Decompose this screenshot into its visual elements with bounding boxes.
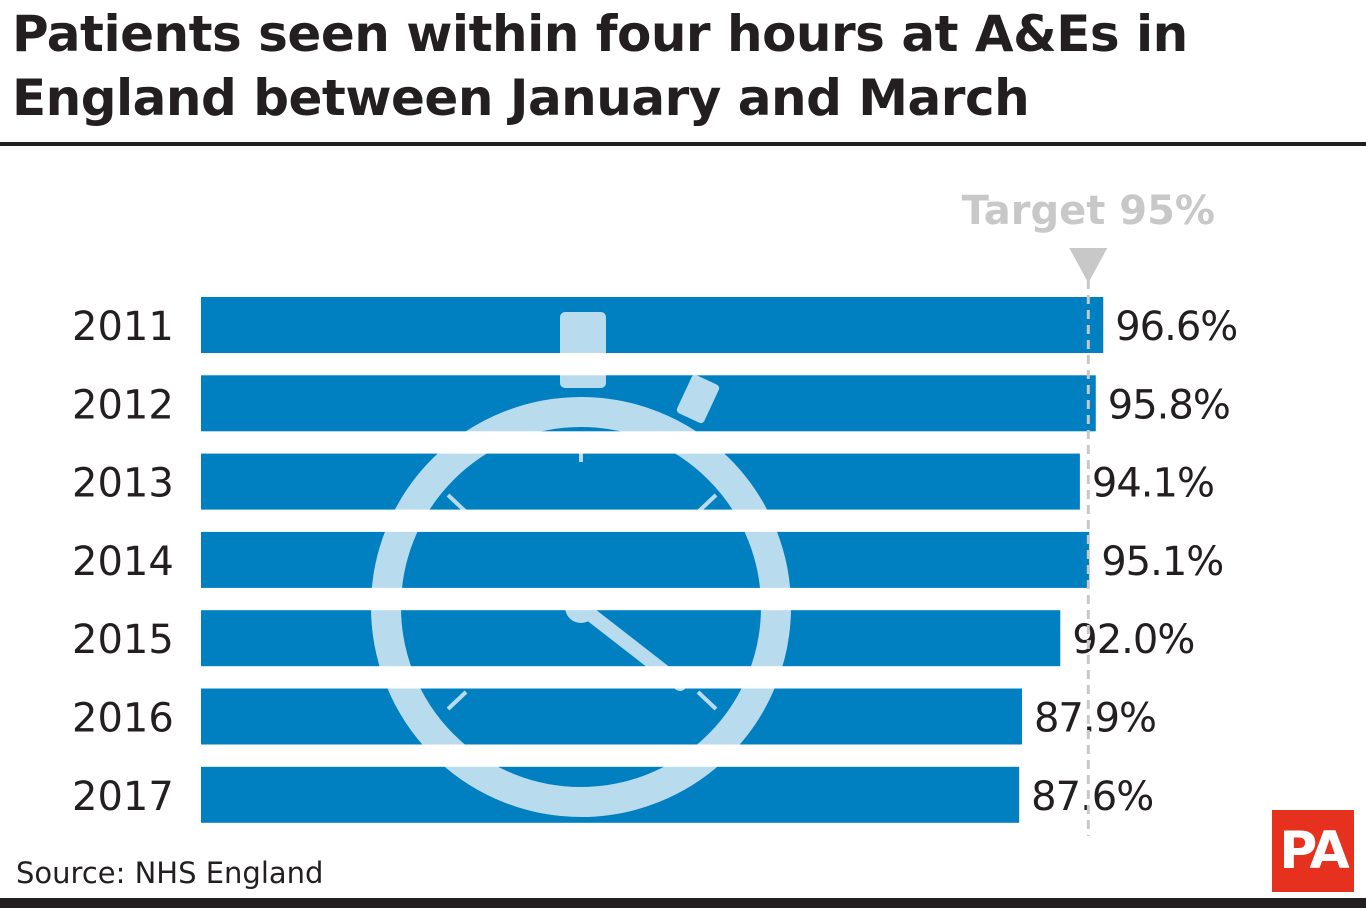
bar-2016 xyxy=(201,688,1022,745)
category-label-2014: 2014 xyxy=(72,539,174,585)
value-label-2012: 95.8% xyxy=(1108,382,1230,428)
target-marker-icon xyxy=(1069,248,1108,283)
bars-layer xyxy=(201,297,1104,823)
value-label-2016: 87.9% xyxy=(1034,696,1156,742)
value-label-2013: 94.1% xyxy=(1092,461,1214,507)
category-label-2015: 2015 xyxy=(72,617,174,663)
target-layer: Target 95% xyxy=(962,188,1215,836)
target-label: Target 95% xyxy=(962,188,1215,234)
bar-2013 xyxy=(201,453,1080,510)
labels-layer: 2011 96.6% 2012 95.8% 2013 94.1% 2014 95.1% 2015… xyxy=(72,304,1238,820)
bar-2011 xyxy=(201,297,1104,353)
pa-logo: PA xyxy=(1272,810,1354,892)
stopwatch-icon xyxy=(371,312,791,817)
category-label-2012: 2012 xyxy=(72,382,174,428)
category-label-2013: 2013 xyxy=(72,461,174,507)
value-label-2015: 92.0% xyxy=(1072,617,1194,663)
source-note: Source: NHS England xyxy=(16,856,324,890)
category-label-2016: 2016 xyxy=(72,696,174,742)
chart-title: Patients seen within four hours at A&Es … xyxy=(12,5,1188,127)
value-label-2011: 96.6% xyxy=(1115,304,1237,350)
value-label-2017: 87.6% xyxy=(1031,774,1153,820)
value-label-2014: 95.1% xyxy=(1101,539,1223,585)
bar-2014 xyxy=(201,531,1090,588)
title-divider xyxy=(0,142,1366,146)
category-label-2011: 2011 xyxy=(72,304,174,350)
bottom-divider xyxy=(0,898,1366,908)
category-label-2017: 2017 xyxy=(72,774,174,820)
